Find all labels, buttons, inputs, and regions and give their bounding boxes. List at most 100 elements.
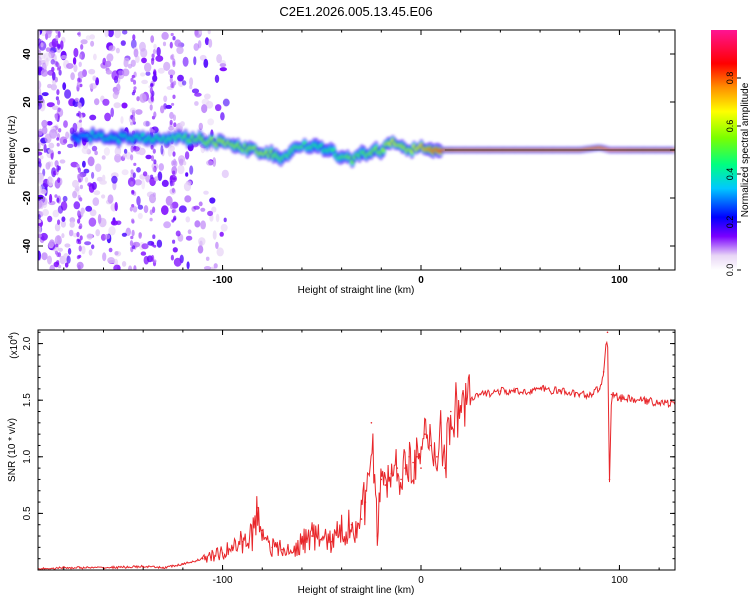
noise-blob [82, 160, 86, 168]
snr-data-point [396, 467, 399, 469]
noise-blob [55, 34, 59, 42]
noise-blob [79, 235, 83, 241]
noise-blob [84, 241, 92, 246]
noise-blob [123, 148, 128, 154]
noise-blob [206, 160, 214, 166]
noise-blob [130, 77, 134, 82]
noise-blob [198, 122, 203, 131]
noise-blob [56, 197, 60, 203]
snr-data-point [376, 535, 379, 537]
noise-blob [177, 164, 185, 175]
noise-blob [197, 245, 204, 254]
snr-data-point [608, 478, 611, 481]
noise-blob [57, 177, 61, 184]
noise-blob [215, 241, 219, 249]
noise-blob [156, 46, 161, 57]
noise-blob [40, 69, 49, 77]
noise-blob [77, 218, 81, 224]
snr-data-point [291, 552, 293, 554]
snr-data-point [618, 397, 621, 399]
noise-blob [141, 57, 147, 64]
noise-blob [77, 71, 85, 79]
noise-blob [38, 142, 41, 150]
heatmap-x-tick-label: 0 [418, 275, 424, 286]
noise-blob [54, 223, 61, 232]
heatmap-panel: -100 0 100 -40 -20 0 20 40 Height of straight l… [7, 29, 676, 296]
snr-data-point [430, 444, 432, 447]
noise-blob [178, 205, 187, 213]
noise-blob [79, 197, 83, 202]
noise-blob [72, 179, 79, 188]
noise-blob [129, 206, 133, 212]
noise-blob [73, 64, 78, 73]
noise-blob [189, 165, 194, 175]
heatmap-y-tick-label: 20 [22, 96, 33, 108]
noise-blob [140, 251, 147, 256]
noise-blob [113, 264, 121, 270]
noise-blob [102, 252, 107, 262]
noise-blob [101, 155, 106, 160]
noise-blob [47, 161, 51, 168]
snr-data-point [257, 506, 260, 509]
snr-data-point [404, 467, 406, 469]
noise-blob [68, 229, 74, 237]
snr-data-point [436, 456, 438, 458]
noise-blob [131, 218, 135, 223]
noise-blob [194, 220, 201, 228]
noise-blob [93, 190, 101, 196]
noise-blob [57, 67, 61, 71]
snr-data-point [330, 540, 333, 543]
noise-blob [56, 99, 61, 106]
noise-blob [85, 205, 93, 212]
colorbar-tick-label: 0.0 [725, 264, 735, 277]
snr-data-point [321, 537, 323, 540]
noise-blob [189, 77, 194, 87]
noise-blob [141, 243, 149, 250]
noise-blob [69, 221, 75, 228]
noise-blob [152, 167, 156, 172]
noise-blob [152, 148, 156, 154]
noise-blob [49, 239, 55, 248]
noise-blob [41, 126, 48, 135]
snr-y-tick-label: 2.0 [22, 336, 33, 350]
colorbar-gradient [711, 30, 737, 270]
noise-blob [169, 74, 173, 79]
noise-blob [208, 38, 213, 48]
noise-blob [58, 264, 62, 269]
noise-blob [153, 73, 157, 77]
noise-blob [70, 161, 79, 168]
noise-blob [56, 260, 60, 265]
noise-blob [161, 31, 169, 40]
noise-blob [38, 185, 42, 193]
noise-blob [181, 80, 187, 86]
noise-blob [167, 147, 172, 157]
noise-blob [74, 97, 79, 102]
noise-blob [58, 69, 62, 76]
noise-blob [64, 243, 71, 248]
snr-data-point [162, 566, 164, 569]
noise-blob [121, 169, 129, 176]
snr-data-point [450, 410, 452, 413]
noise-blob [130, 181, 134, 187]
snr-data-point [182, 563, 184, 566]
noise-blob [130, 169, 134, 175]
snr-panel: -100 0 100 0.5 1.0 1.5 2.0 Height of straight … [7, 329, 676, 596]
noise-blob [183, 181, 192, 192]
noise-blob [114, 251, 119, 256]
snr-data-point [380, 478, 383, 481]
noise-blob [48, 142, 55, 149]
noise-blob [203, 266, 212, 270]
noise-blob [49, 193, 53, 203]
noise-blob [173, 257, 182, 267]
noise-blob [153, 43, 157, 50]
noise-blob [143, 120, 151, 127]
noise-blob [50, 83, 57, 91]
snr-data-point [610, 393, 613, 396]
noise-blob [106, 53, 114, 62]
snr-y-scale-exponent: 4 [8, 335, 15, 339]
snr-data-point [360, 518, 363, 520]
noise-blob [44, 133, 52, 144]
noise-blob [207, 30, 211, 35]
noise-blob [120, 116, 124, 124]
noise-blob [49, 264, 55, 270]
